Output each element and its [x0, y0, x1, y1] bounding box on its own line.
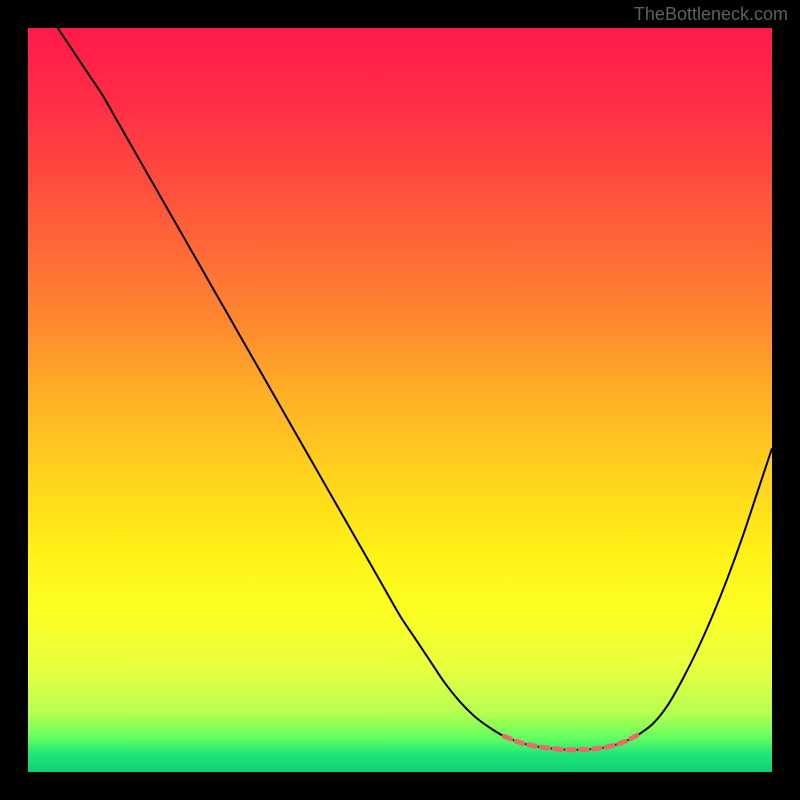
watermark-text: TheBottleneck.com: [634, 4, 788, 25]
bottleneck-chart: [28, 28, 772, 772]
chart-container: [28, 28, 772, 772]
gradient-background: [28, 28, 772, 772]
